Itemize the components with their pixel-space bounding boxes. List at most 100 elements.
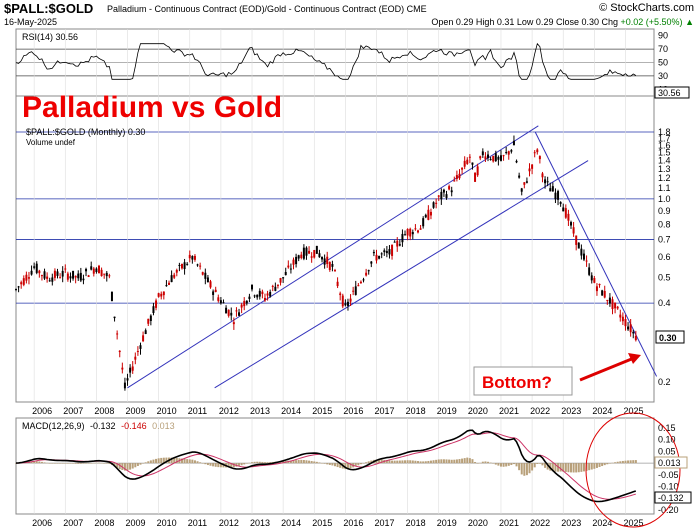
- price-candle: [484, 156, 487, 160]
- macd-histogram-bar: [577, 463, 580, 473]
- price-candle: [593, 278, 596, 283]
- macd-histogram-bar: [77, 463, 80, 464]
- year-label-top: 2008: [94, 406, 114, 416]
- macd-histogram-bar: [204, 463, 207, 465]
- macd-histogram-bar: [258, 461, 261, 464]
- price-candle: [245, 300, 248, 304]
- price-candle: [328, 262, 331, 270]
- price-candle: [144, 330, 147, 334]
- price-candle: [276, 284, 279, 286]
- price-candle: [476, 166, 479, 176]
- macd-histogram-bar: [227, 463, 230, 468]
- price-candle: [404, 234, 407, 236]
- price-candle: [282, 277, 285, 279]
- year-label-bottom: 2013: [250, 518, 270, 528]
- price-candle: [287, 265, 290, 268]
- year-label-top: 2024: [592, 406, 612, 416]
- macd-histogram-bar: [406, 460, 409, 464]
- macd-histogram-bar: [450, 459, 453, 464]
- macd-histogram-bar: [64, 463, 67, 464]
- price-candle: [440, 191, 443, 200]
- price-candle: [139, 345, 142, 349]
- price-candle: [627, 326, 630, 330]
- price-candle: [383, 250, 386, 253]
- macd-histogram-bar: [375, 459, 378, 464]
- macd-histogram-bar: [144, 462, 147, 464]
- macd-histogram-bar: [300, 459, 303, 464]
- price-candle: [183, 262, 186, 270]
- price-candle: [380, 253, 383, 255]
- price-candle: [108, 275, 111, 277]
- year-label-top: 2013: [250, 406, 270, 416]
- macd-tick-label: 0.10: [658, 435, 676, 445]
- price-candle: [492, 155, 495, 162]
- macd-histogram-bar: [562, 463, 565, 472]
- price-candle: [56, 271, 59, 276]
- price-candle: [458, 173, 461, 179]
- price-candle: [305, 247, 308, 256]
- macd-histogram-bar: [448, 459, 451, 464]
- price-candle: [414, 228, 417, 230]
- year-label-bottom: 2019: [437, 518, 457, 528]
- price-candle: [123, 382, 126, 389]
- year-label-bottom: 2011: [188, 518, 207, 528]
- macd-histogram-bar: [136, 463, 139, 466]
- brand-label: © StockCharts.com: [599, 2, 694, 14]
- macd-histogram-bar: [334, 463, 336, 467]
- macd-histogram-bar: [186, 459, 189, 464]
- macd-histogram-bar: [251, 462, 254, 464]
- price-candle: [624, 319, 627, 327]
- macd-histogram-bar: [243, 463, 246, 465]
- macd-histogram-bar: [305, 460, 308, 464]
- macd-histogram-bar: [536, 463, 539, 464]
- price-candle: [567, 213, 570, 221]
- macd-histogram-bar: [129, 463, 132, 470]
- year-label-bottom: 2006: [32, 518, 52, 528]
- price-tick-label: 1.6: [658, 140, 671, 150]
- price-candle: [479, 156, 482, 159]
- price-candle: [35, 263, 38, 273]
- macd-histogram-bar: [61, 463, 64, 464]
- macd-histogram-bar: [157, 458, 160, 464]
- macd-histogram-bar: [580, 463, 583, 472]
- macd-histogram-bar: [40, 461, 43, 464]
- macd-histogram-bar: [188, 459, 191, 464]
- macd-histogram-bar: [359, 463, 362, 465]
- price-candle: [474, 172, 477, 182]
- price-candle: [603, 290, 606, 298]
- macd-histogram-bar: [261, 461, 264, 464]
- macd-histogram-bar: [217, 463, 220, 468]
- macd-histogram-bar: [266, 462, 269, 464]
- macd-histogram-bar: [479, 462, 482, 464]
- year-label-top: 2023: [561, 406, 581, 416]
- price-candle: [129, 367, 132, 373]
- macd-value-tag: -0.132: [654, 491, 692, 504]
- price-candle: [51, 277, 54, 282]
- macd-histogram-bar: [201, 463, 204, 464]
- macd-highlight-circle: [585, 412, 681, 528]
- price-candle: [25, 274, 28, 281]
- price-candle: [92, 268, 95, 274]
- price-candle: [204, 272, 207, 279]
- price-candle: [212, 291, 215, 295]
- price-candle: [562, 207, 565, 212]
- macd-histogram-bar: [518, 463, 521, 471]
- price-candle: [463, 160, 466, 167]
- price-candle: [43, 271, 46, 279]
- price-candle: [385, 251, 388, 254]
- macd-histogram-bar: [507, 463, 510, 466]
- year-label-top: 2006: [32, 406, 52, 416]
- price-candle: [263, 297, 266, 301]
- price-candle: [79, 272, 82, 281]
- price-candle: [251, 284, 254, 290]
- price-candle: [40, 275, 43, 277]
- price-candle: [116, 333, 119, 335]
- price-candle: [359, 281, 362, 284]
- macd-histogram-bar: [468, 458, 471, 464]
- price-legend: $PALL:$GOLD (Monthly) 0.30: [26, 127, 145, 137]
- price-candle: [100, 269, 103, 277]
- macd-histogram-bar: [183, 458, 186, 464]
- chart-title: Palladium vs Gold: [22, 91, 282, 124]
- macd-histogram-bar: [48, 463, 51, 464]
- macd-histogram-bar: [43, 462, 46, 464]
